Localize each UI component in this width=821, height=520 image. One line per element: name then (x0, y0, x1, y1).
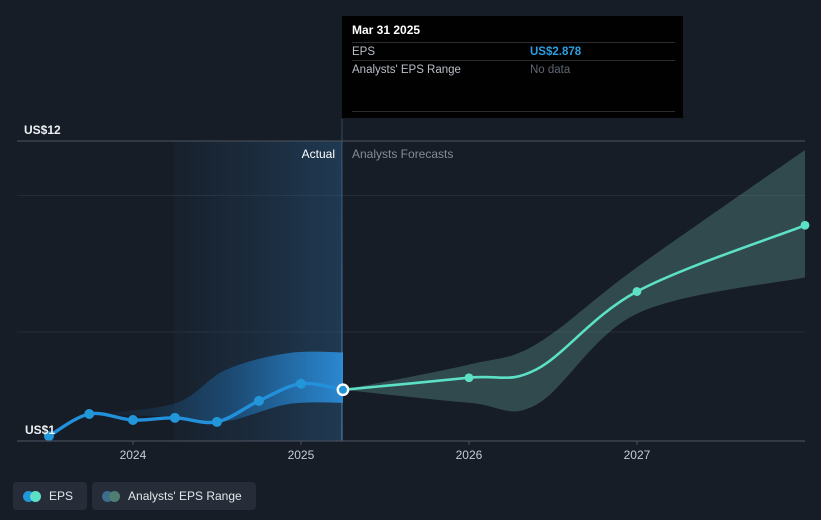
x-tick-label-2027: 2027 (623, 448, 651, 462)
gridlines (17, 140, 805, 333)
eps-teal-dot-icon (30, 490, 41, 502)
analysts-eps-range-area (343, 150, 805, 412)
tooltip-divider (352, 42, 675, 43)
y-axis-max-label: US$12 (24, 123, 61, 137)
tooltip-range-label: Analysts' EPS Range (352, 63, 461, 76)
tooltip-range-row: Analysts' EPS Range No data (342, 61, 683, 78)
legend-range-label: Analysts' EPS Range (128, 489, 242, 503)
eps-point[interactable] (295, 378, 306, 389)
actual-section-label: Actual (301, 147, 335, 161)
forecast-section-label: Analysts Forecasts (352, 147, 454, 161)
eps-point[interactable] (84, 409, 95, 419)
forecast-point[interactable] (800, 220, 810, 230)
x-tick-label-2024: 2024 (119, 448, 147, 462)
tooltip-eps-label: EPS (352, 45, 376, 58)
legend-eps-label: EPS (49, 489, 74, 503)
legend-item-analysts-eps-range[interactable]: Analysts' EPS Range (92, 482, 256, 510)
eps-point[interactable] (253, 395, 264, 406)
actual-forecast-divider-line (341, 119, 343, 441)
tooltip-spacer (342, 78, 683, 111)
tooltip-range-value: No data (530, 63, 571, 76)
forecast-point[interactable] (632, 287, 642, 296)
chart-legend: EPS Analysts' EPS Range (13, 482, 256, 510)
range-blue-dot-icon (102, 490, 114, 502)
eps-legend-icon (23, 490, 41, 502)
tooltip-date-title: Mar 31 2025 (352, 23, 421, 37)
x-tick-label-2025: 2025 (287, 448, 315, 462)
data-points (43, 220, 810, 442)
x-axis (17, 440, 805, 445)
eps-point[interactable] (43, 431, 54, 442)
eps-point[interactable] (169, 412, 180, 423)
legend-item-eps[interactable]: EPS (13, 482, 88, 510)
y-axis-min-label: US$1 (25, 423, 56, 437)
chart-tooltip: Mar 31 2025 EPS US$2.878 Analysts' EPS R… (342, 16, 683, 118)
eps-forecast-line (341, 224, 805, 392)
eps-blue-dot-icon (23, 490, 34, 502)
range-legend-icon (102, 490, 121, 502)
tooltip-eps-row: EPS US$2.878 (342, 43, 683, 60)
range-teal-dot-icon (109, 490, 121, 502)
tooltip-divider (352, 60, 675, 61)
historical-estimate-range-area (89, 351, 343, 422)
selected-eps-point[interactable] (336, 383, 350, 397)
forecast-point[interactable] (464, 373, 474, 383)
eps-point[interactable] (211, 416, 222, 427)
tooltip-divider (352, 111, 675, 112)
tooltip-eps-value: US$2.878 (530, 45, 582, 58)
x-tick-label-2026: 2026 (455, 448, 483, 462)
eps-point[interactable] (127, 415, 138, 425)
